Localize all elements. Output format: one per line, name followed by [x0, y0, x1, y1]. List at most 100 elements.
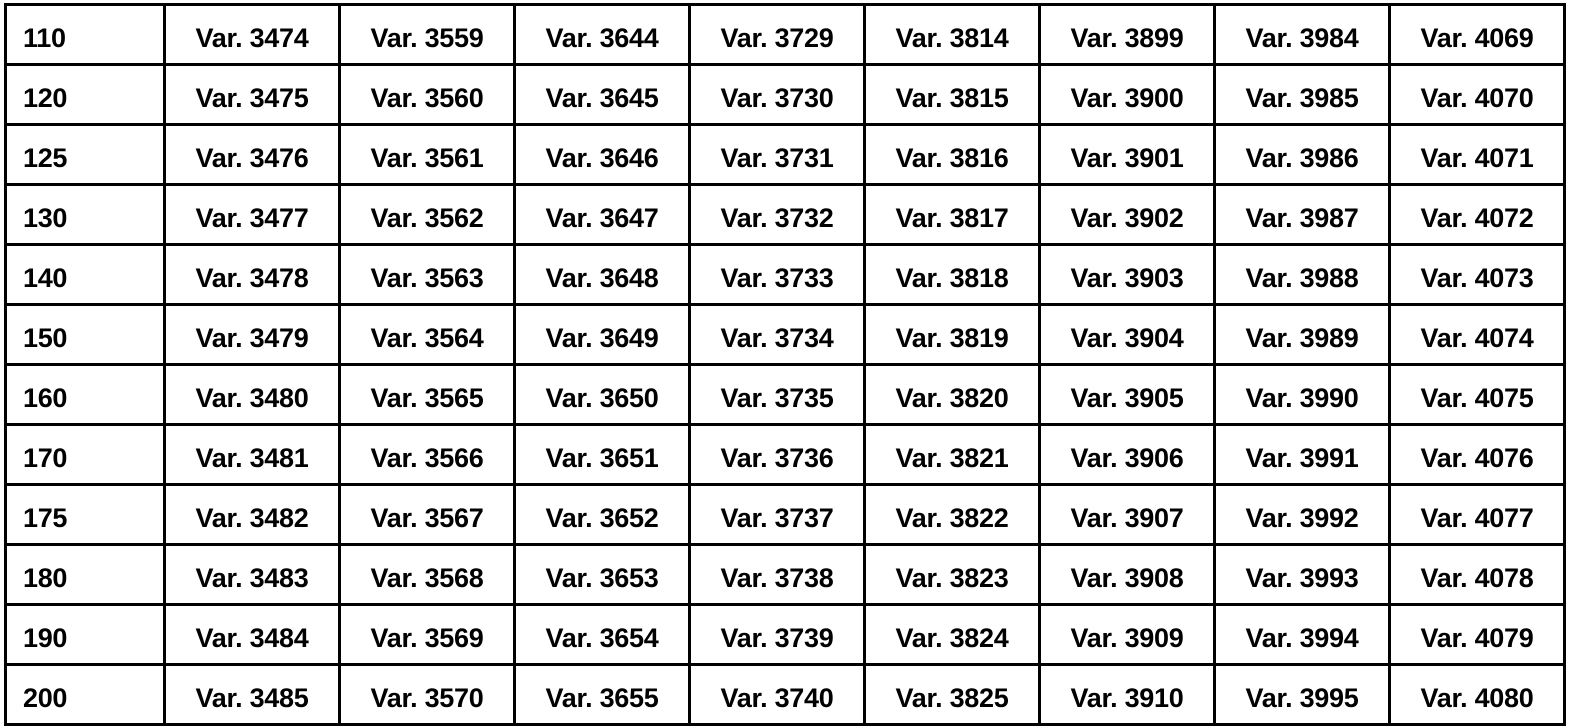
variant-cell: Var. 3995	[1215, 665, 1390, 725]
variant-cell: Var. 3817	[865, 185, 1040, 245]
variant-cell: Var. 3739	[690, 605, 865, 665]
variant-cell: Var. 3820	[865, 365, 1040, 425]
variant-cell: Var. 3901	[1040, 125, 1215, 185]
variant-cell: Var. 3899	[1040, 5, 1215, 65]
variant-cell: Var. 3482	[165, 485, 340, 545]
variant-cell: Var. 3481	[165, 425, 340, 485]
variant-cell: Var. 3474	[165, 5, 340, 65]
variant-cell: Var. 3988	[1215, 245, 1390, 305]
variant-cell: Var. 3993	[1215, 545, 1390, 605]
variant-cell: Var. 3904	[1040, 305, 1215, 365]
variant-cell: Var. 3907	[1040, 485, 1215, 545]
variant-cell: Var. 3484	[165, 605, 340, 665]
variant-cell: Var. 3651	[515, 425, 690, 485]
row-key-cell: 130	[6, 185, 165, 245]
variant-cell: Var. 3984	[1215, 5, 1390, 65]
variant-cell: Var. 3563	[340, 245, 515, 305]
variant-cell: Var. 4072	[1390, 185, 1565, 245]
variant-cell: Var. 3825	[865, 665, 1040, 725]
variant-cell: Var. 4070	[1390, 65, 1565, 125]
table-row: 175Var. 3482Var. 3567Var. 3652Var. 3737V…	[6, 485, 1565, 545]
variant-cell: Var. 3475	[165, 65, 340, 125]
variant-cell: Var. 4071	[1390, 125, 1565, 185]
variant-cell: Var. 3565	[340, 365, 515, 425]
table-row: 120Var. 3475Var. 3560Var. 3645Var. 3730V…	[6, 65, 1565, 125]
variant-cell: Var. 4075	[1390, 365, 1565, 425]
variant-cell: Var. 3905	[1040, 365, 1215, 425]
variant-cell: Var. 3564	[340, 305, 515, 365]
variant-cell: Var. 3906	[1040, 425, 1215, 485]
variant-cell: Var. 3815	[865, 65, 1040, 125]
row-key-cell: 120	[6, 65, 165, 125]
variant-cell: Var. 3903	[1040, 245, 1215, 305]
row-key-cell: 125	[6, 125, 165, 185]
variant-cell: Var. 3910	[1040, 665, 1215, 725]
variant-cell: Var. 3647	[515, 185, 690, 245]
variant-cell: Var. 3649	[515, 305, 690, 365]
variant-cell: Var. 4077	[1390, 485, 1565, 545]
table-row: 150Var. 3479Var. 3564Var. 3649Var. 3734V…	[6, 305, 1565, 365]
row-key-cell: 200	[6, 665, 165, 725]
table-row: 140Var. 3478Var. 3563Var. 3648Var. 3733V…	[6, 245, 1565, 305]
row-key-cell: 140	[6, 245, 165, 305]
variant-cell: Var. 3994	[1215, 605, 1390, 665]
variant-cell: Var. 3732	[690, 185, 865, 245]
variant-cell: Var. 3559	[340, 5, 515, 65]
variant-cell: Var. 3816	[865, 125, 1040, 185]
variant-cell: Var. 3819	[865, 305, 1040, 365]
variant-cell: Var. 3902	[1040, 185, 1215, 245]
variant-cell: Var. 3570	[340, 665, 515, 725]
variant-cell: Var. 3736	[690, 425, 865, 485]
table-row: 110Var. 3474Var. 3559Var. 3644Var. 3729V…	[6, 5, 1565, 65]
variant-cell: Var. 3733	[690, 245, 865, 305]
variant-cell: Var. 3483	[165, 545, 340, 605]
variant-cell: Var. 3735	[690, 365, 865, 425]
variant-cell: Var. 3477	[165, 185, 340, 245]
row-key-cell: 190	[6, 605, 165, 665]
variant-cell: Var. 3567	[340, 485, 515, 545]
variant-cell: Var. 3908	[1040, 545, 1215, 605]
variant-cell: Var. 3561	[340, 125, 515, 185]
variant-cell: Var. 3987	[1215, 185, 1390, 245]
variant-cell: Var. 4074	[1390, 305, 1565, 365]
row-key-cell: 160	[6, 365, 165, 425]
variant-table: 110Var. 3474Var. 3559Var. 3644Var. 3729V…	[4, 3, 1566, 726]
variant-cell: Var. 3818	[865, 245, 1040, 305]
variant-cell: Var. 3738	[690, 545, 865, 605]
variant-cell: Var. 3990	[1215, 365, 1390, 425]
variant-cell: Var. 3560	[340, 65, 515, 125]
variant-cell: Var. 3654	[515, 605, 690, 665]
variant-cell: Var. 3991	[1215, 425, 1390, 485]
variant-cell: Var. 3989	[1215, 305, 1390, 365]
row-key-cell: 180	[6, 545, 165, 605]
row-key-cell: 150	[6, 305, 165, 365]
variant-cell: Var. 3652	[515, 485, 690, 545]
variant-cell: Var. 3814	[865, 5, 1040, 65]
table-row: 130Var. 3477Var. 3562Var. 3647Var. 3732V…	[6, 185, 1565, 245]
variant-cell: Var. 3737	[690, 485, 865, 545]
table-row: 180Var. 3483Var. 3568Var. 3653Var. 3738V…	[6, 545, 1565, 605]
variant-cell: Var. 3645	[515, 65, 690, 125]
variant-cell: Var. 3909	[1040, 605, 1215, 665]
variant-cell: Var. 3650	[515, 365, 690, 425]
variant-cell: Var. 3734	[690, 305, 865, 365]
variant-cell: Var. 3644	[515, 5, 690, 65]
row-key-cell: 110	[6, 5, 165, 65]
variant-cell: Var. 3566	[340, 425, 515, 485]
table-body: 110Var. 3474Var. 3559Var. 3644Var. 3729V…	[6, 5, 1565, 725]
variant-cell: Var. 3986	[1215, 125, 1390, 185]
variant-cell: Var. 3740	[690, 665, 865, 725]
variant-cell: Var. 3478	[165, 245, 340, 305]
variant-cell: Var. 3992	[1215, 485, 1390, 545]
variant-cell: Var. 3821	[865, 425, 1040, 485]
variant-cell: Var. 3562	[340, 185, 515, 245]
variant-cell: Var. 4076	[1390, 425, 1565, 485]
variant-cell: Var. 3824	[865, 605, 1040, 665]
row-key-cell: 170	[6, 425, 165, 485]
variant-cell: Var. 3822	[865, 485, 1040, 545]
variant-cell: Var. 4069	[1390, 5, 1565, 65]
table-row: 125Var. 3476Var. 3561Var. 3646Var. 3731V…	[6, 125, 1565, 185]
variant-cell: Var. 3479	[165, 305, 340, 365]
table-row: 200Var. 3485Var. 3570Var. 3655Var. 3740V…	[6, 665, 1565, 725]
variant-cell: Var. 3655	[515, 665, 690, 725]
